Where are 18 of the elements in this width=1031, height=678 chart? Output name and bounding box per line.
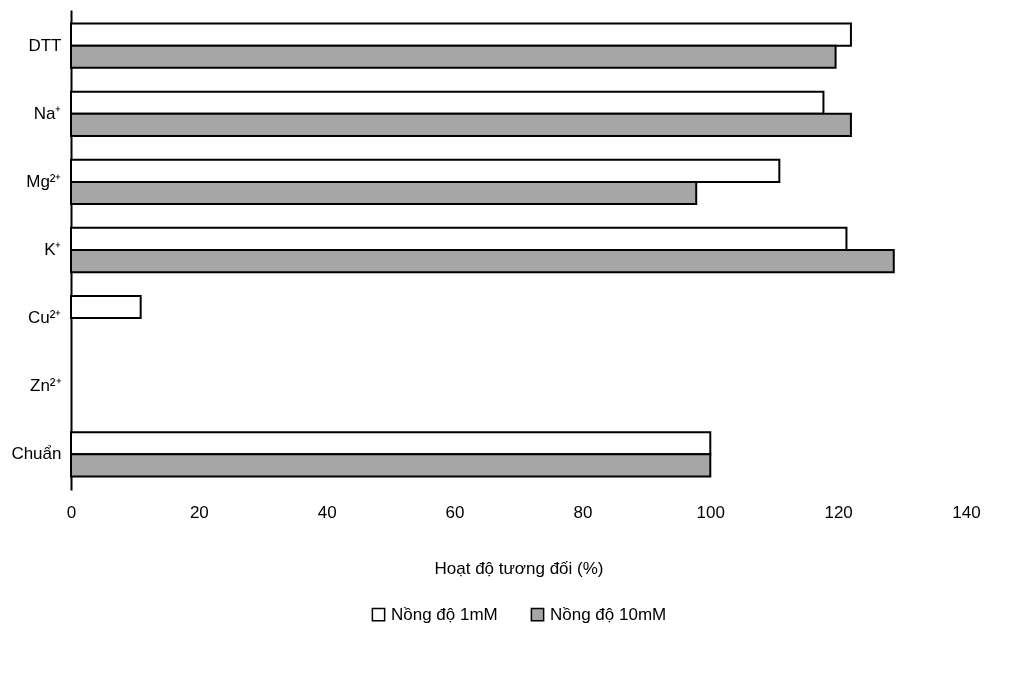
y-tick-label: Cu²⁺ xyxy=(28,308,62,328)
x-tick-label: 140 xyxy=(952,502,981,522)
y-tick-label: Mg²⁺ xyxy=(26,171,62,191)
x-tick-label: 0 xyxy=(66,502,77,522)
x-axis-title: Hoạt độ tương đối (%) xyxy=(434,558,604,578)
legend-label: Nồng độ 1mM xyxy=(391,604,498,624)
x-tick-label: 120 xyxy=(824,502,853,522)
y-tick-label: DTT xyxy=(28,35,62,55)
y-tick-label: Na⁺ xyxy=(33,103,62,123)
x-tick-label: 100 xyxy=(696,502,725,522)
x-tick-label: 20 xyxy=(189,502,209,522)
y-tick-label: K⁺ xyxy=(44,240,62,259)
y-tick-label: Zn²⁺ xyxy=(30,376,62,396)
x-tick-label: 40 xyxy=(317,502,337,522)
x-tick-label: 60 xyxy=(445,502,465,522)
x-tick-label: 80 xyxy=(573,502,593,522)
legend-label: Nồng độ 10mM xyxy=(550,604,667,624)
y-tick-label: Chuẩn xyxy=(11,444,62,464)
